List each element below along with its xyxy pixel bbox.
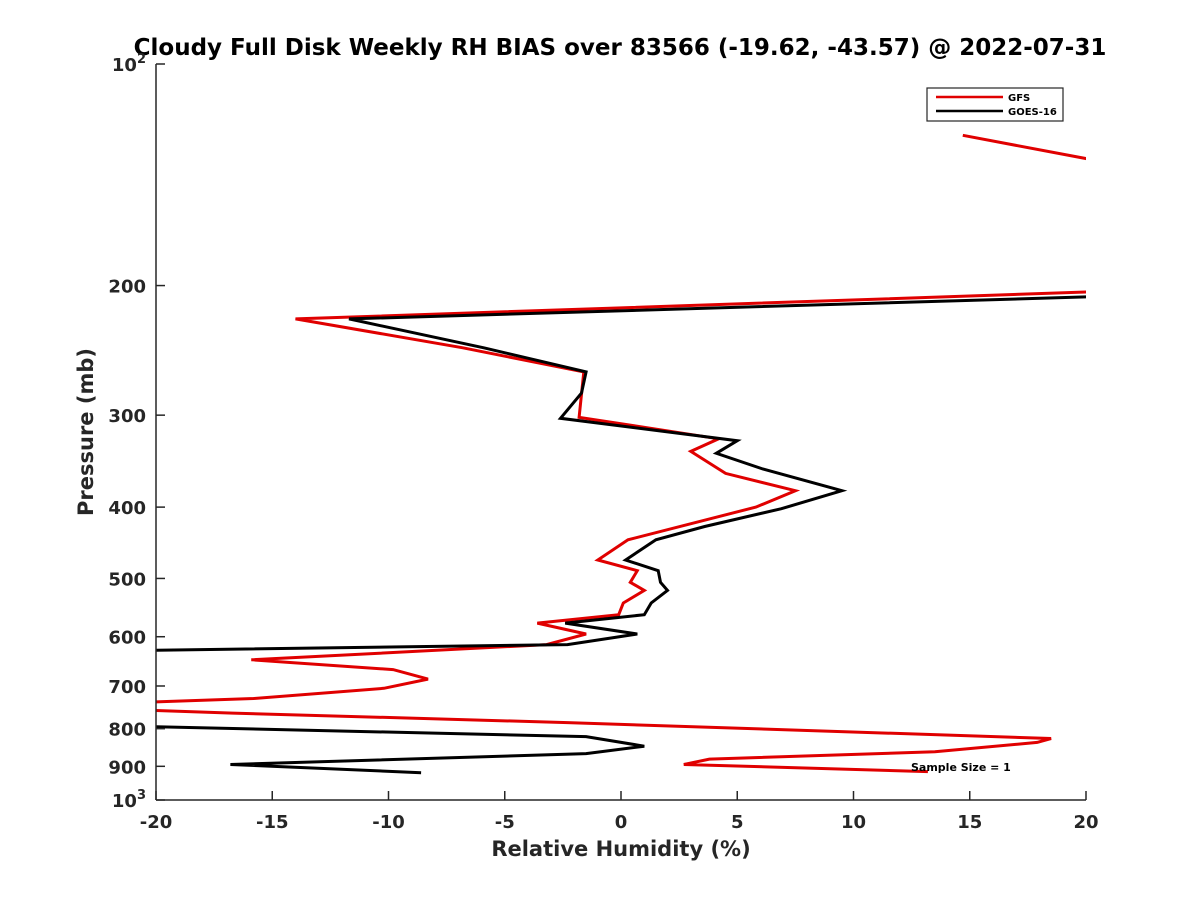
series-layer	[156, 133, 1086, 775]
x-tick-label: 5	[731, 812, 744, 833]
y-tick-label: 600	[108, 628, 146, 649]
sample-size-annotation: Sample Size = 1	[911, 761, 1011, 774]
x-tick-label: 20	[1073, 812, 1098, 833]
x-tick-label: 15	[957, 812, 982, 833]
series-line-goes16-segment-0	[156, 295, 1086, 652]
legend-label-goes16: GOES-16	[1008, 107, 1057, 118]
x-tick-label: -10	[372, 812, 405, 833]
y-tick-label-bottom: 103	[112, 788, 146, 812]
y-tick-label: 200	[108, 277, 146, 298]
series-line-gfs-segment-0	[962, 133, 1086, 161]
axes	[155, 64, 1086, 801]
y-tick-label: 500	[108, 569, 146, 590]
y-tick-label: 400	[108, 498, 146, 519]
legend-label-gfs: GFS	[1008, 93, 1030, 104]
ticks: -20 -15 -10 -5 0 5 10 15 20 200 300 400 500 600 700 800…	[108, 52, 1098, 833]
y-tick-label: 300	[108, 406, 146, 427]
x-tick-label: -5	[495, 812, 515, 833]
y-tick-label: 700	[108, 677, 146, 698]
x-tick-label: -15	[256, 812, 289, 833]
y-tick-label: 800	[108, 720, 146, 741]
y-tick-label-top: 102	[112, 52, 146, 76]
chart-title: Cloudy Full Disk Weekly RH BIAS over 835…	[134, 35, 1107, 61]
x-tick-label: 0	[615, 812, 628, 833]
series-line-gfs-segment-1	[156, 290, 1086, 774]
y-axis-label: Pressure (mb)	[74, 348, 98, 516]
x-axis-label: Relative Humidity (%)	[491, 837, 750, 861]
legend: GFS GOES-16	[926, 87, 1064, 122]
x-tick-label: 10	[841, 812, 866, 833]
series-line-goes16-segment-1	[156, 725, 645, 775]
x-tick-label: -20	[140, 812, 173, 833]
y-tick-label: 900	[108, 757, 146, 778]
legend-box	[926, 87, 1064, 122]
